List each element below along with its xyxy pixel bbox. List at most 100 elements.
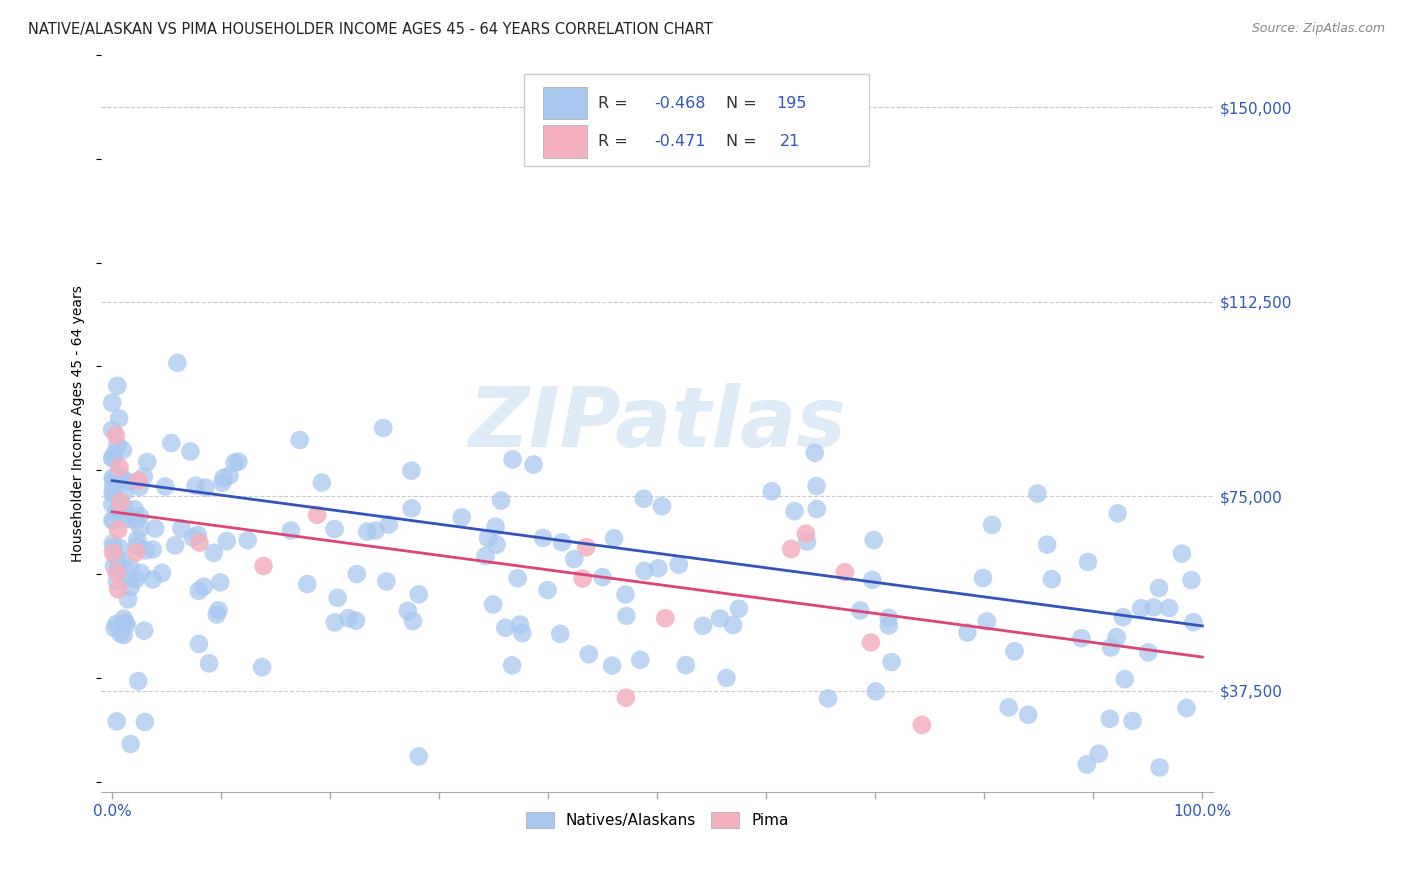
Point <box>401 464 423 478</box>
Point <box>114 615 136 630</box>
Point <box>364 524 387 538</box>
Point <box>834 566 856 580</box>
Point <box>806 502 828 516</box>
Point <box>378 517 401 532</box>
Point <box>101 395 124 409</box>
Point <box>592 570 614 584</box>
Point <box>297 577 319 591</box>
Point <box>692 619 714 633</box>
Point <box>211 475 233 490</box>
Point <box>117 475 139 489</box>
Point <box>323 522 346 536</box>
Point <box>107 467 129 482</box>
Point <box>101 497 124 511</box>
Point <box>115 617 138 632</box>
Point <box>105 617 128 632</box>
Point <box>118 572 141 586</box>
Point <box>101 451 124 466</box>
Point <box>401 501 423 516</box>
Point <box>215 534 238 549</box>
Point <box>346 567 368 582</box>
Point <box>120 737 142 751</box>
Point <box>184 479 207 493</box>
Point <box>571 572 593 586</box>
Point <box>402 614 425 628</box>
Text: 195: 195 <box>776 95 807 111</box>
Point <box>803 446 825 460</box>
Text: -0.471: -0.471 <box>654 134 706 149</box>
Point <box>484 519 506 533</box>
Point <box>796 534 818 549</box>
Point <box>124 572 146 586</box>
Point <box>356 524 378 539</box>
Point <box>193 580 215 594</box>
Point <box>817 691 839 706</box>
Point <box>794 526 817 541</box>
Point <box>1098 712 1121 726</box>
Point <box>112 500 135 514</box>
Point <box>1099 640 1122 655</box>
Point <box>179 444 201 458</box>
Point <box>108 460 131 475</box>
Point <box>859 635 882 649</box>
Point <box>972 571 994 585</box>
Text: N =: N = <box>725 134 768 149</box>
Point <box>721 618 744 632</box>
Point <box>506 571 529 585</box>
Point <box>205 607 228 622</box>
Point <box>143 521 166 535</box>
Point <box>125 539 148 553</box>
Point <box>860 573 883 587</box>
Point <box>134 624 156 638</box>
Point <box>373 421 395 435</box>
Point <box>614 587 637 601</box>
Point <box>1159 601 1181 615</box>
Point <box>408 587 430 601</box>
Point <box>1182 615 1205 630</box>
Point <box>236 533 259 548</box>
Y-axis label: Householder Income Ages 45 - 64 years: Householder Income Ages 45 - 64 years <box>72 285 86 562</box>
Point <box>981 517 1004 532</box>
Point <box>110 470 132 484</box>
Point <box>1114 672 1136 686</box>
Point <box>153 479 176 493</box>
Point <box>103 447 125 461</box>
Point <box>396 604 419 618</box>
Text: N =: N = <box>725 95 762 111</box>
Point <box>187 583 209 598</box>
Point <box>311 475 333 490</box>
Point <box>450 510 472 524</box>
Point <box>127 533 149 547</box>
Point <box>103 479 125 493</box>
Point <box>101 513 124 527</box>
Point <box>326 591 349 605</box>
Point <box>194 481 217 495</box>
Point <box>128 480 150 494</box>
Point <box>1040 572 1063 586</box>
Point <box>1137 645 1160 659</box>
Point <box>1130 601 1153 615</box>
Point <box>307 508 329 522</box>
Point <box>877 611 900 625</box>
Point <box>103 540 125 554</box>
Point <box>142 542 165 557</box>
Point <box>107 438 129 452</box>
Point <box>166 356 188 370</box>
Point <box>1180 573 1202 587</box>
Point <box>1142 600 1164 615</box>
Point <box>187 637 209 651</box>
Point <box>614 690 637 705</box>
Point <box>218 468 240 483</box>
Point <box>120 580 142 594</box>
Point <box>1149 760 1171 774</box>
Point <box>170 521 193 535</box>
Point <box>575 540 598 554</box>
Point <box>501 658 523 673</box>
Point <box>651 500 673 514</box>
Point <box>344 614 367 628</box>
Point <box>716 671 738 685</box>
Point <box>323 615 346 630</box>
Point <box>603 531 626 545</box>
Point <box>877 618 900 632</box>
Point <box>956 625 979 640</box>
